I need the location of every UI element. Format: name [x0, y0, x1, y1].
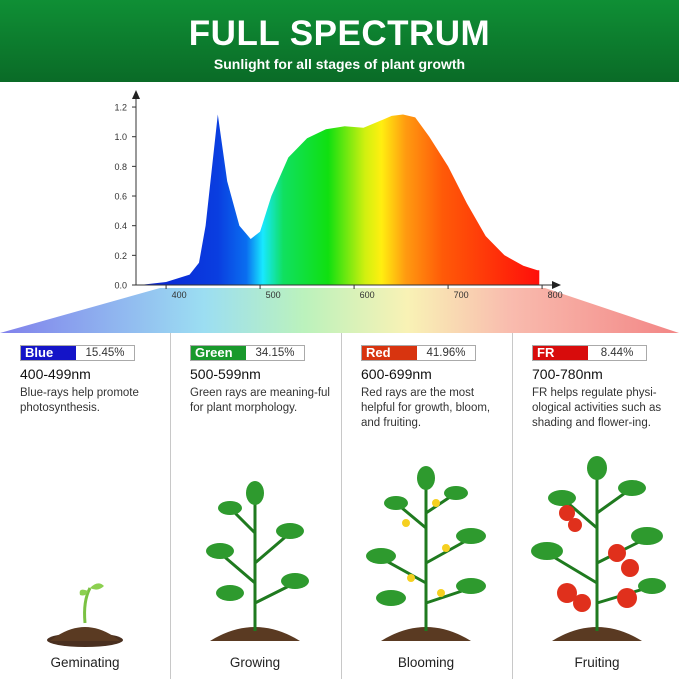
y-axis-arrow-icon	[132, 90, 140, 99]
band-percent: 34.15%	[246, 346, 304, 360]
band-column-green: Green 34.15% 500-599nm Green rays are mea…	[170, 333, 340, 679]
plant-illustration-growing	[206, 481, 309, 641]
band-range: 600-699nm	[361, 366, 432, 382]
plant-illustration-fruiting	[531, 456, 666, 641]
y-tick-label: 0.6	[114, 192, 127, 202]
spectrum-area	[139, 114, 540, 285]
band-badge: Blue 15.45%	[20, 345, 135, 361]
band-badge: Red 41.96%	[361, 345, 476, 361]
y-tick-label: 0.0	[114, 281, 127, 291]
x-tick-label: 400	[172, 290, 187, 300]
band-percent: 8.44%	[588, 346, 646, 360]
y-tick-label: 1.2	[114, 103, 127, 113]
plant-illustration-blooming	[366, 466, 486, 641]
band-name: Blue	[21, 346, 76, 360]
band-range: 400-499nm	[20, 366, 91, 382]
band-column-blue: Blue 15.45% 400-499nm Blue-rays help prom…	[0, 333, 170, 679]
column-divider	[341, 333, 342, 679]
band-name: Green	[191, 346, 246, 360]
y-tick-label: 1.0	[114, 132, 127, 142]
spectrum-fan	[0, 288, 679, 333]
growth-stage-label: Blooming	[397, 655, 455, 670]
band-percent: 15.45%	[76, 346, 134, 360]
growth-stage-label: Geminating	[50, 655, 120, 670]
y-tick-label: 0.4	[114, 221, 127, 231]
band-description: Red rays are the most helpful for growth…	[361, 387, 491, 429]
growth-stage-label: Fruiting	[574, 655, 620, 670]
band-range: 500-599nm	[190, 366, 261, 382]
y-tick-label: 0.2	[114, 251, 127, 261]
plant-illustration-geminating	[47, 583, 123, 647]
growth-stage-label: Growing	[229, 655, 281, 670]
column-divider	[170, 333, 171, 679]
y-tick-label: 0.8	[114, 162, 127, 172]
x-tick-label: 800	[548, 290, 563, 300]
band-badge: FR 8.44%	[532, 345, 647, 361]
band-name: FR	[533, 346, 588, 360]
band-badge: Green 34.15%	[190, 345, 305, 361]
band-column-red: Red 41.96% 600-699nm Red rays are the mos…	[341, 333, 511, 679]
band-percent: 41.96%	[417, 346, 475, 360]
x-tick-label: 500	[266, 290, 281, 300]
x-tick-label: 600	[360, 290, 375, 300]
band-name: Red	[362, 346, 417, 360]
band-range: 700-780nm	[532, 366, 603, 382]
band-description: Green rays are meaning-ful for plant mor…	[190, 387, 330, 414]
band-description: FR helps regulate physi-ological activit…	[532, 387, 662, 429]
column-divider	[512, 333, 513, 679]
band-description: Blue-rays help promote photosynthesis.	[20, 387, 139, 414]
header-banner: FULL SPECTRUM Sunlight for all stages of…	[0, 0, 679, 82]
page-subtitle: Sunlight for all stages of plant growth	[213, 56, 466, 72]
x-axis-arrow-icon	[552, 281, 561, 289]
x-tick-label: 700	[454, 290, 469, 300]
spectrum-chart: 0.0 0.2 0.4 0.6 0.8 1.0 1.2 400 500 600 700 800	[0, 90, 679, 333]
page-title: FULL SPECTRUM	[188, 14, 491, 53]
band-column-fr: FR 8.44% 700-780nm FR helps regulate phys…	[512, 333, 679, 679]
